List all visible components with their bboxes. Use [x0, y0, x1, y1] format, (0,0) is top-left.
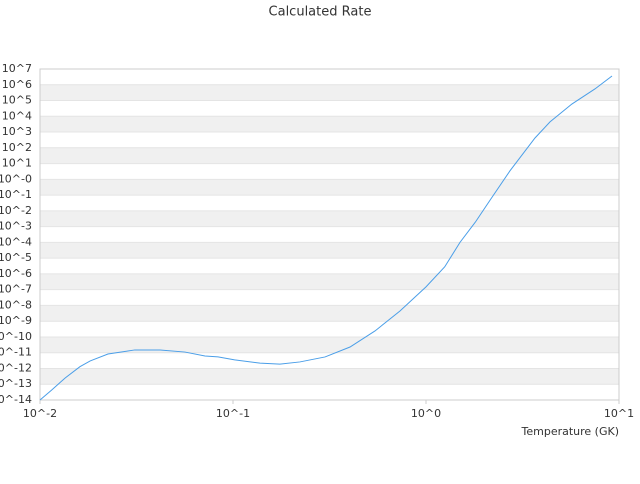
plot-frame: [39, 68, 620, 401]
y-tick-label: 10^4: [2, 109, 32, 122]
x-tick-label: 10^1: [604, 407, 634, 420]
y-tick-label: 10^-11: [0, 346, 32, 359]
grid-band: [40, 305, 619, 322]
x-tick-label: 10^-2: [23, 407, 57, 420]
y-tick-label: 10^-6: [0, 267, 32, 280]
chart-title: Calculated Rate: [269, 5, 372, 20]
y-tick-label: 10^1: [2, 157, 32, 170]
plot-background: [40, 68, 619, 401]
y-tick-label: 10^-14: [0, 393, 32, 406]
grid-band: [40, 273, 619, 290]
grid-band: [40, 210, 619, 227]
y-tick-label: 10^-4: [0, 235, 32, 248]
grid-band: [40, 242, 619, 259]
y-tick-label: 10^-8: [0, 298, 32, 311]
y-tick-label: 10^-1: [0, 188, 32, 201]
y-tick-label: 10^6: [2, 78, 32, 91]
grid-band: [40, 84, 619, 101]
y-tick-label: 10^-12: [0, 361, 32, 374]
y-tick-label: 10^-7: [0, 283, 32, 296]
y-tick-label: 10^-2: [0, 204, 32, 217]
y-tick-label: 10^-10: [0, 330, 32, 343]
y-tick-label: 10^3: [2, 125, 32, 138]
x-axis-label: Temperature (GK): [521, 425, 620, 438]
x-tick-label: 10^-1: [216, 407, 250, 420]
data-line: [39, 75, 613, 401]
y-tick-label: 10^-13: [0, 377, 32, 390]
y-tick-label: 10^-5: [0, 251, 32, 264]
y-tick-label: 10^2: [2, 141, 32, 154]
x-tick-label: 10^0: [411, 407, 441, 420]
grid-band: [40, 147, 619, 164]
grid-band: [40, 116, 619, 133]
grid-band: [40, 179, 619, 196]
y-tick-label: 10^-0: [0, 172, 32, 185]
y-tick-label: 10^-9: [0, 314, 32, 327]
grid-band: [40, 368, 619, 385]
y-tick-label: 10^7: [2, 62, 32, 75]
y-tick-label: 10^5: [2, 94, 32, 107]
grid-band: [40, 336, 619, 353]
y-tick-label: 10^-3: [0, 220, 32, 233]
